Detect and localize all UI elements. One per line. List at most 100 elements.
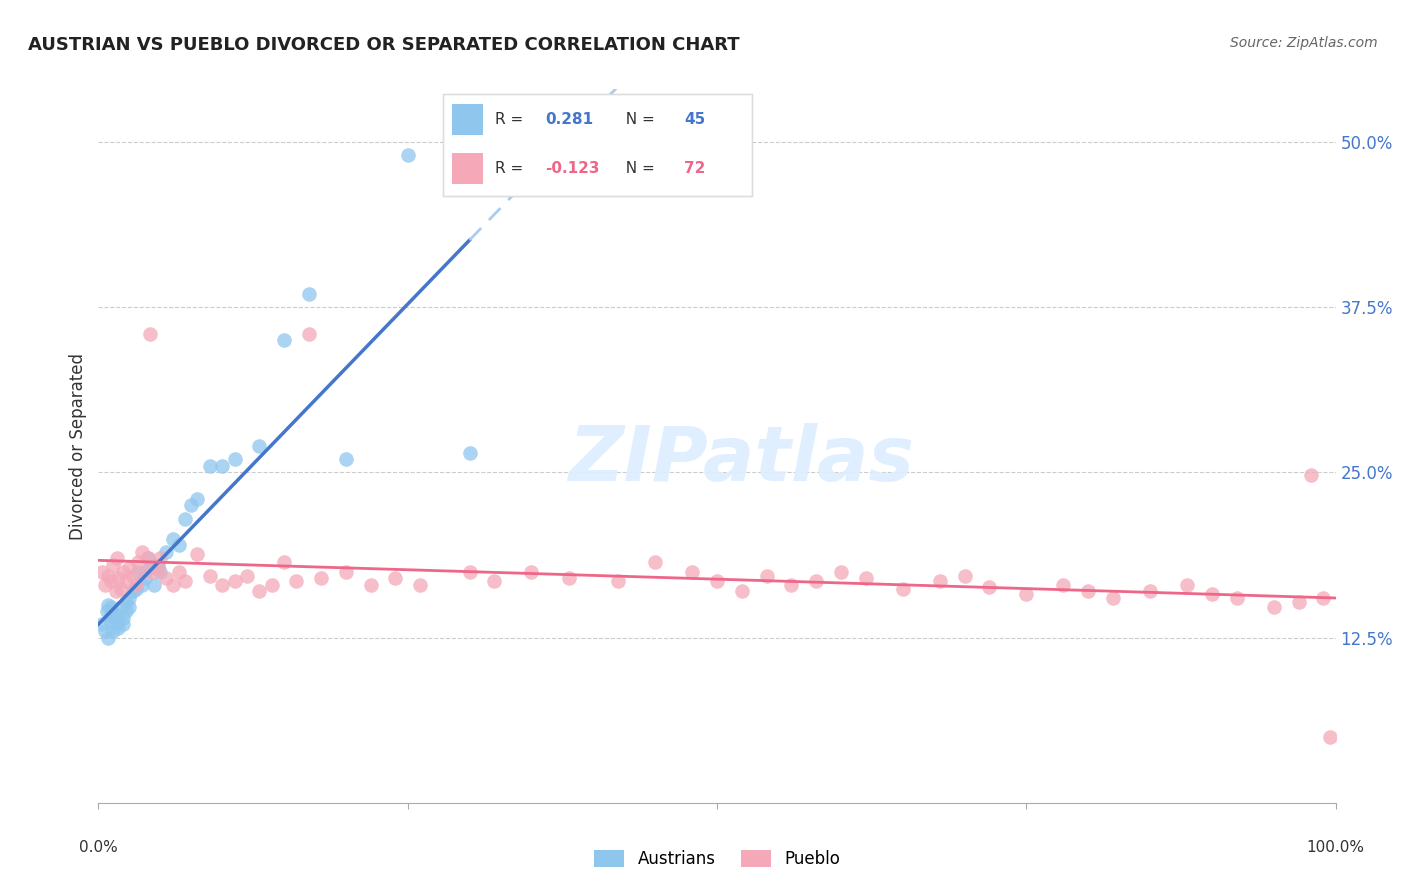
Point [273, 555, 295, 569]
Legend: Austrians, Pueblo: Austrians, Pueblo [586, 842, 848, 877]
Text: R =: R = [495, 112, 529, 127]
Point [224, 574, 246, 588]
Point [335, 565, 357, 579]
Point [139, 560, 162, 574]
Point [198, 458, 221, 473]
Point [236, 568, 259, 582]
Text: AUSTRIAN VS PUEBLO DIVORCED OR SEPARATED CORRELATION CHART: AUSTRIAN VS PUEBLO DIVORCED OR SEPARATED… [28, 36, 740, 54]
Point [114, 574, 136, 588]
Point [409, 578, 432, 592]
Point [1263, 600, 1285, 615]
FancyBboxPatch shape [453, 104, 484, 135]
Point [260, 578, 283, 592]
Point [1175, 578, 1198, 592]
Point [706, 574, 728, 588]
Point [557, 571, 579, 585]
Point [167, 538, 190, 552]
Point [520, 565, 543, 579]
Text: 72: 72 [685, 161, 706, 176]
Point [91, 565, 114, 579]
Point [100, 600, 122, 615]
Text: N =: N = [616, 112, 659, 127]
Point [118, 560, 141, 574]
Point [105, 616, 128, 631]
Point [198, 568, 221, 582]
Point [174, 511, 197, 525]
Point [335, 452, 357, 467]
Point [360, 578, 382, 592]
Point [247, 439, 270, 453]
Point [136, 551, 159, 566]
Text: R =: R = [495, 161, 529, 176]
Point [1319, 730, 1341, 744]
Point [298, 326, 321, 341]
Point [1201, 587, 1223, 601]
Point [112, 617, 135, 632]
Point [484, 574, 506, 588]
Point [139, 326, 162, 341]
Point [103, 611, 125, 625]
Point [384, 571, 406, 585]
Text: -0.123: -0.123 [546, 161, 599, 176]
Text: 0.0%: 0.0% [79, 839, 118, 855]
FancyBboxPatch shape [453, 153, 484, 184]
Text: 100.0%: 100.0% [1306, 839, 1365, 855]
Point [149, 551, 172, 566]
Point [458, 565, 481, 579]
Point [124, 582, 146, 596]
Point [731, 584, 754, 599]
Point [131, 545, 153, 559]
Point [247, 584, 270, 599]
Point [93, 578, 115, 592]
Point [1015, 587, 1038, 601]
Text: N =: N = [616, 161, 659, 176]
Point [146, 560, 169, 574]
Point [928, 574, 950, 588]
Point [396, 148, 419, 162]
Point [103, 624, 125, 638]
Point [93, 624, 115, 638]
Point [1139, 584, 1161, 599]
Point [131, 578, 153, 592]
Text: 45: 45 [685, 112, 706, 127]
Point [134, 565, 156, 579]
Point [114, 604, 136, 618]
Point [285, 574, 308, 588]
Point [780, 578, 803, 592]
Point [97, 568, 120, 582]
Point [644, 555, 666, 569]
Point [1299, 468, 1322, 483]
Point [143, 578, 166, 592]
Point [105, 608, 128, 623]
Point [891, 582, 914, 596]
Point [180, 499, 202, 513]
Point [127, 565, 149, 579]
Point [855, 571, 877, 585]
Point [110, 582, 132, 596]
Point [309, 571, 332, 585]
Point [143, 565, 166, 579]
Point [97, 631, 120, 645]
Point [124, 578, 146, 592]
Point [1052, 578, 1074, 592]
Point [146, 558, 169, 572]
Text: Source: ZipAtlas.com: Source: ZipAtlas.com [1230, 36, 1378, 50]
Y-axis label: Divorced or Separated: Divorced or Separated [69, 352, 87, 540]
Point [167, 565, 190, 579]
Point [607, 574, 630, 588]
Point [1226, 591, 1249, 605]
Point [1312, 591, 1334, 605]
Point [91, 617, 114, 632]
Point [804, 574, 827, 588]
Text: ZIPatlas: ZIPatlas [569, 424, 915, 497]
Point [211, 458, 233, 473]
Point [112, 565, 135, 579]
Point [224, 452, 246, 467]
Point [112, 611, 135, 625]
Point [100, 608, 122, 623]
Point [162, 578, 184, 592]
Point [100, 574, 122, 588]
Point [298, 287, 321, 301]
Point [96, 604, 118, 618]
Point [149, 565, 172, 579]
